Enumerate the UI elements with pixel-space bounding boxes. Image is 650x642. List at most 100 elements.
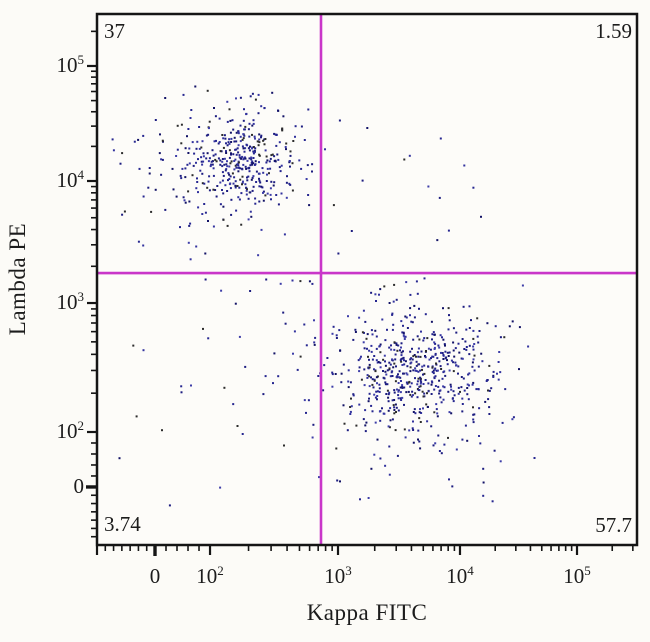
scatter-point [228, 156, 231, 159]
scatter-point [246, 176, 248, 179]
scatter-point [434, 375, 437, 378]
scatter-point [376, 382, 378, 385]
scatter-point [419, 376, 422, 379]
scatter-point [311, 282, 314, 285]
scatter-point [461, 397, 464, 400]
scatter-point [447, 307, 450, 310]
scatter-point [161, 158, 164, 161]
scatter-point [241, 168, 244, 171]
scatter-point [462, 305, 465, 308]
scatter-point [294, 135, 296, 138]
scatter-point [423, 372, 426, 375]
scatter-point [433, 377, 436, 380]
scatter-point [195, 245, 198, 248]
scatter-point [370, 329, 373, 332]
scatter-point [187, 128, 190, 130]
scatter-point [262, 190, 265, 193]
scatter-point [417, 377, 420, 380]
scatter-point [393, 283, 396, 286]
scatter-point [215, 160, 218, 163]
scatter-point [343, 422, 346, 425]
scatter-point [335, 334, 338, 337]
scatter-point [447, 229, 450, 232]
scatter-point [458, 351, 461, 354]
scatter-point [376, 438, 379, 441]
scatter-point [340, 372, 343, 375]
quadrant-stat-upper-left: 37 [104, 19, 125, 43]
scatter-point [241, 138, 244, 141]
scatter-point [222, 137, 225, 140]
scatter-point [350, 230, 353, 232]
scatter-point [393, 362, 396, 365]
scatter-point [367, 497, 370, 499]
scatter-point [219, 181, 222, 184]
scatter-point [417, 438, 419, 441]
scatter-point [121, 152, 124, 155]
scatter-point [132, 344, 135, 347]
scatter-point [219, 203, 222, 206]
scatter-point [371, 378, 374, 381]
scatter-point [265, 161, 268, 164]
scatter-point [409, 362, 412, 365]
scatter-point [451, 397, 454, 400]
scatter-point [207, 133, 210, 136]
scatter-point [256, 140, 259, 143]
scatter-point [463, 348, 466, 350]
scatter-point [147, 186, 150, 189]
scatter-point [219, 150, 222, 153]
scatter-point [388, 445, 391, 448]
scatter-point [393, 391, 396, 394]
scatter-point [407, 381, 410, 384]
scatter-point [180, 142, 183, 145]
scatter-point [352, 338, 355, 341]
scatter-point [217, 157, 220, 160]
scatter-point [207, 180, 210, 183]
scatter-point [188, 224, 191, 227]
scatter-point [419, 369, 422, 372]
scatter-point [350, 397, 352, 400]
scatter-point [251, 189, 254, 192]
scatter-point [142, 134, 145, 137]
scatter-point [455, 364, 457, 367]
scatter-point [384, 464, 387, 467]
scatter-point [417, 389, 420, 391]
scatter-point [201, 163, 204, 166]
scatter-point [273, 181, 276, 184]
scatter-point [376, 395, 379, 397]
scatter-point [425, 350, 427, 352]
scatter-point [305, 178, 308, 180]
scatter-point [230, 152, 232, 155]
plot-area [97, 14, 637, 545]
scatter-point [260, 134, 263, 137]
scatter-point [414, 392, 417, 395]
scatter-point [384, 383, 387, 386]
scatter-point [387, 396, 390, 399]
quadrant-stat-lower-right: 57.7 [595, 513, 632, 537]
scatter-point [412, 441, 415, 444]
scatter-point [411, 358, 414, 361]
scatter-point [210, 160, 213, 163]
scatter-point [226, 224, 229, 227]
scatter-point [370, 404, 373, 407]
scatter-point [183, 199, 186, 202]
scatter-point [251, 160, 254, 163]
scatter-point [423, 277, 426, 280]
scatter-point [175, 155, 178, 157]
scatter-point [361, 331, 364, 334]
scatter-point [252, 175, 255, 178]
scatter-point [313, 319, 315, 322]
scatter-point [135, 415, 138, 418]
scatter-point [236, 425, 239, 427]
scatter-point [364, 430, 367, 433]
scatter-point [454, 347, 457, 350]
scatter-point [384, 381, 387, 384]
scatter-point [239, 140, 242, 143]
scatter-point [206, 186, 209, 189]
scatter-point [247, 197, 250, 200]
scatter-point [388, 367, 391, 370]
scatter-point [188, 162, 191, 165]
scatter-point [176, 148, 179, 151]
scatter-point [418, 440, 421, 443]
scatter-point [499, 336, 502, 339]
scatter-point [468, 305, 471, 308]
